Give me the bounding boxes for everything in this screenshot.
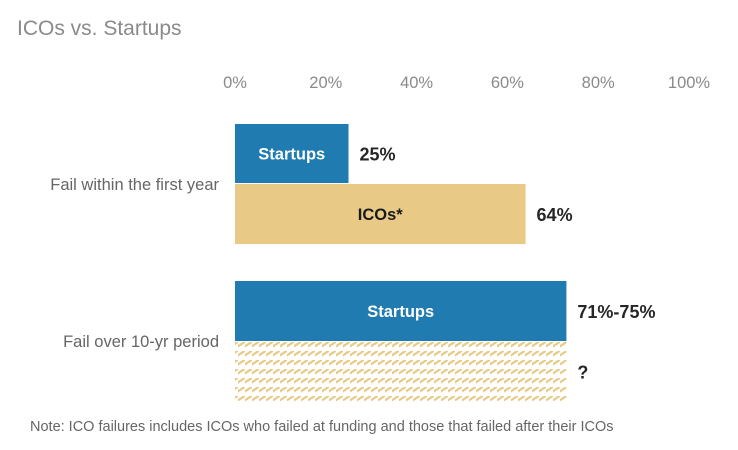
bar-value-label: 64% (537, 205, 573, 225)
bar-value-label: ? (577, 363, 588, 383)
x-tick-label: 80% (582, 74, 615, 92)
chart-title: ICOs vs. Startups (17, 17, 182, 40)
chart-note: Note: ICO failures includes ICOs who fai… (30, 419, 614, 435)
x-tick-label: 60% (491, 74, 524, 92)
bar-startups (235, 124, 349, 183)
x-tick-label: 40% (400, 74, 433, 92)
bar-icos (235, 184, 526, 244)
bar-inner-label: Startups (258, 146, 325, 164)
bar-inner-label: ICOs* (358, 206, 404, 224)
x-tick-label: 100% (668, 74, 711, 92)
bar-hatched-icos (235, 342, 567, 401)
bar-value-label: 25% (360, 145, 396, 165)
bar-startups (235, 281, 567, 341)
category-label: Fail over 10-yr period (63, 333, 219, 351)
bar-inner-label: Startups (367, 303, 434, 321)
category-label: Fail within the first year (50, 176, 219, 194)
x-tick-label: 20% (309, 74, 342, 92)
x-tick-label: 0% (223, 74, 247, 92)
bar-value-label: 71%-75% (577, 302, 655, 322)
